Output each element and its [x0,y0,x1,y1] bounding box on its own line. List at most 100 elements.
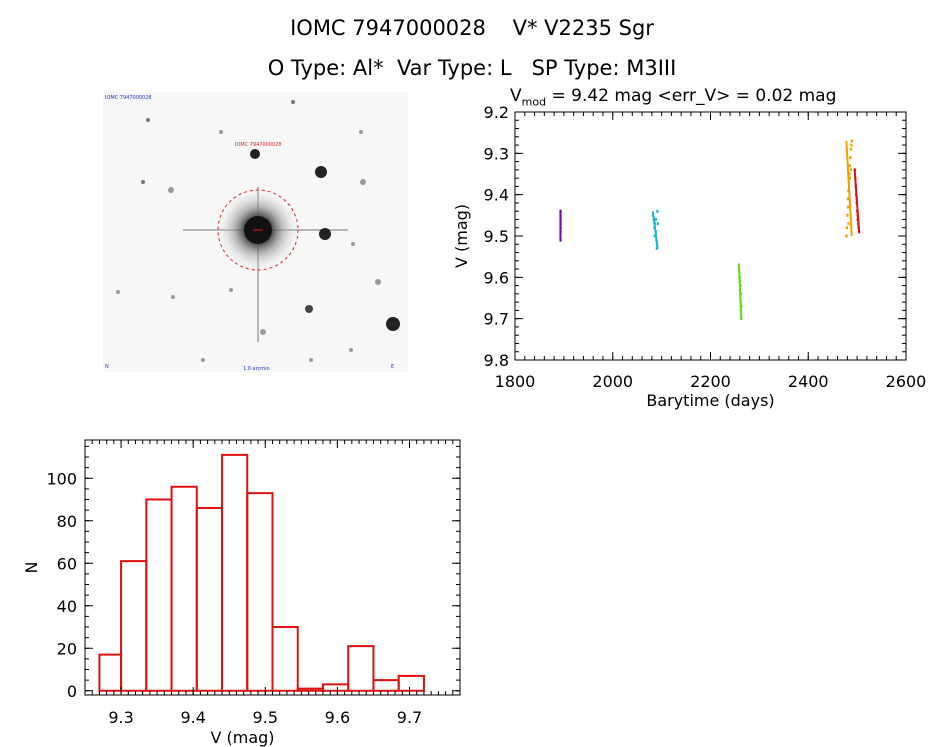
histogram-bar [120,560,148,692]
data-point [559,238,562,242]
data-point [849,147,852,151]
data-point [846,205,850,209]
histogram-bar [347,645,375,692]
y-tick-label: 9.4 [484,186,509,205]
target-circle [217,189,299,271]
data-point [559,230,562,234]
x-tick-label: 1800 [495,372,536,391]
data-point [559,226,562,230]
data-point [857,226,860,230]
data-point [739,284,742,288]
y-axis-label: N [22,562,41,574]
histogram-bar [221,453,249,692]
data-point [738,275,742,279]
data-point [845,226,849,230]
histogram-bar [271,626,299,692]
y-tick-label: 40 [57,597,77,616]
y-tick-label: 9.8 [484,351,509,370]
data-streak [651,211,659,249]
field-star [291,100,295,104]
histogram-bar [372,679,400,692]
data-point [855,197,858,201]
field-star [229,288,233,292]
data-point [847,222,850,226]
data-point [740,304,743,308]
data-point [848,172,851,176]
data-point [656,209,659,213]
histogram-bar [98,653,123,692]
data-point [559,222,562,226]
data-point [848,176,851,180]
data-point [655,242,658,246]
data-point [854,184,857,188]
finding-chart-svg: IOMC 7947000028 IOMC 7947000028 N 1.0 ar… [103,92,408,372]
data-point [739,292,743,296]
y-tick-label: 9.5 [484,227,509,246]
data-point [853,168,856,172]
data-point [656,222,659,226]
x-tick-label: 9.3 [108,708,133,727]
data-point [653,222,656,226]
data-point [654,230,657,234]
y-axis-label: V (mag) [452,204,471,268]
x-tick-label: 9.7 [397,708,422,727]
y-tick-label: 20 [57,639,77,658]
stats-sub: mod [521,95,547,109]
data-point [739,296,742,300]
finding-chart-image: IOMC 7947000028 IOMC 7947000028 N 1.0 ar… [103,92,408,372]
y-tick-label: 9.2 [484,103,509,122]
field-star [305,305,313,313]
data-point [654,234,657,238]
field-star [359,130,363,134]
x-tick-label: 9.6 [325,708,350,727]
data-point [738,271,741,275]
plot-frame [514,111,907,361]
field-star [201,358,205,362]
field-star [349,348,353,352]
data-point [739,308,743,312]
data-point [845,234,848,238]
data-point [559,209,562,213]
x-tick-label: 9.4 [180,708,205,727]
data-point [653,226,656,230]
x-tick-label: 2400 [788,372,829,391]
data-point [847,189,850,193]
data-point [738,288,742,292]
magnitude-stats: Vmod = 9.42 mag <err_V> = 0.02 mag [510,86,836,108]
field-star [146,118,150,122]
data-point [846,213,849,217]
y-tick-label: 60 [57,554,77,573]
data-point [653,234,656,238]
field-star [319,228,331,240]
stamp-label-target: IOMC 7947000028 [235,142,282,148]
data-streak [853,169,861,232]
histogram-bar [246,492,274,692]
data-point [847,180,851,184]
data-point [849,168,852,172]
data-streak [737,264,743,319]
data-point [738,279,742,283]
x-tick-label: 2000 [592,372,633,391]
histogram-bar [145,498,173,692]
data-point [848,164,851,168]
x-tick-label: 2600 [886,372,927,391]
data-point [651,213,655,217]
data-point [856,209,859,213]
chart-subtitle: O Type: Al* Var Type: L SP Type: M3III [267,56,677,80]
data-point [740,317,743,321]
histogram-bar [195,507,224,692]
data-point [856,213,859,217]
y-tick-label: 9.7 [484,310,509,329]
stats-rest: = 9.42 mag <err_V> = 0.02 mag [546,86,837,106]
data-point [858,230,861,234]
field-star [171,295,175,299]
data-point [846,197,850,201]
data-point [849,155,852,159]
x-axis-label: Barytime (days) [646,391,774,410]
histogram-bar [296,687,324,692]
data-point [850,143,853,147]
field-star [219,130,223,134]
x-axis-label: V (mag) [210,728,274,747]
chart-title: IOMC 7947000028 V* V2235 Sgr [290,16,654,40]
stamp-label-top-left: IOMC 7947000028 [105,95,152,101]
